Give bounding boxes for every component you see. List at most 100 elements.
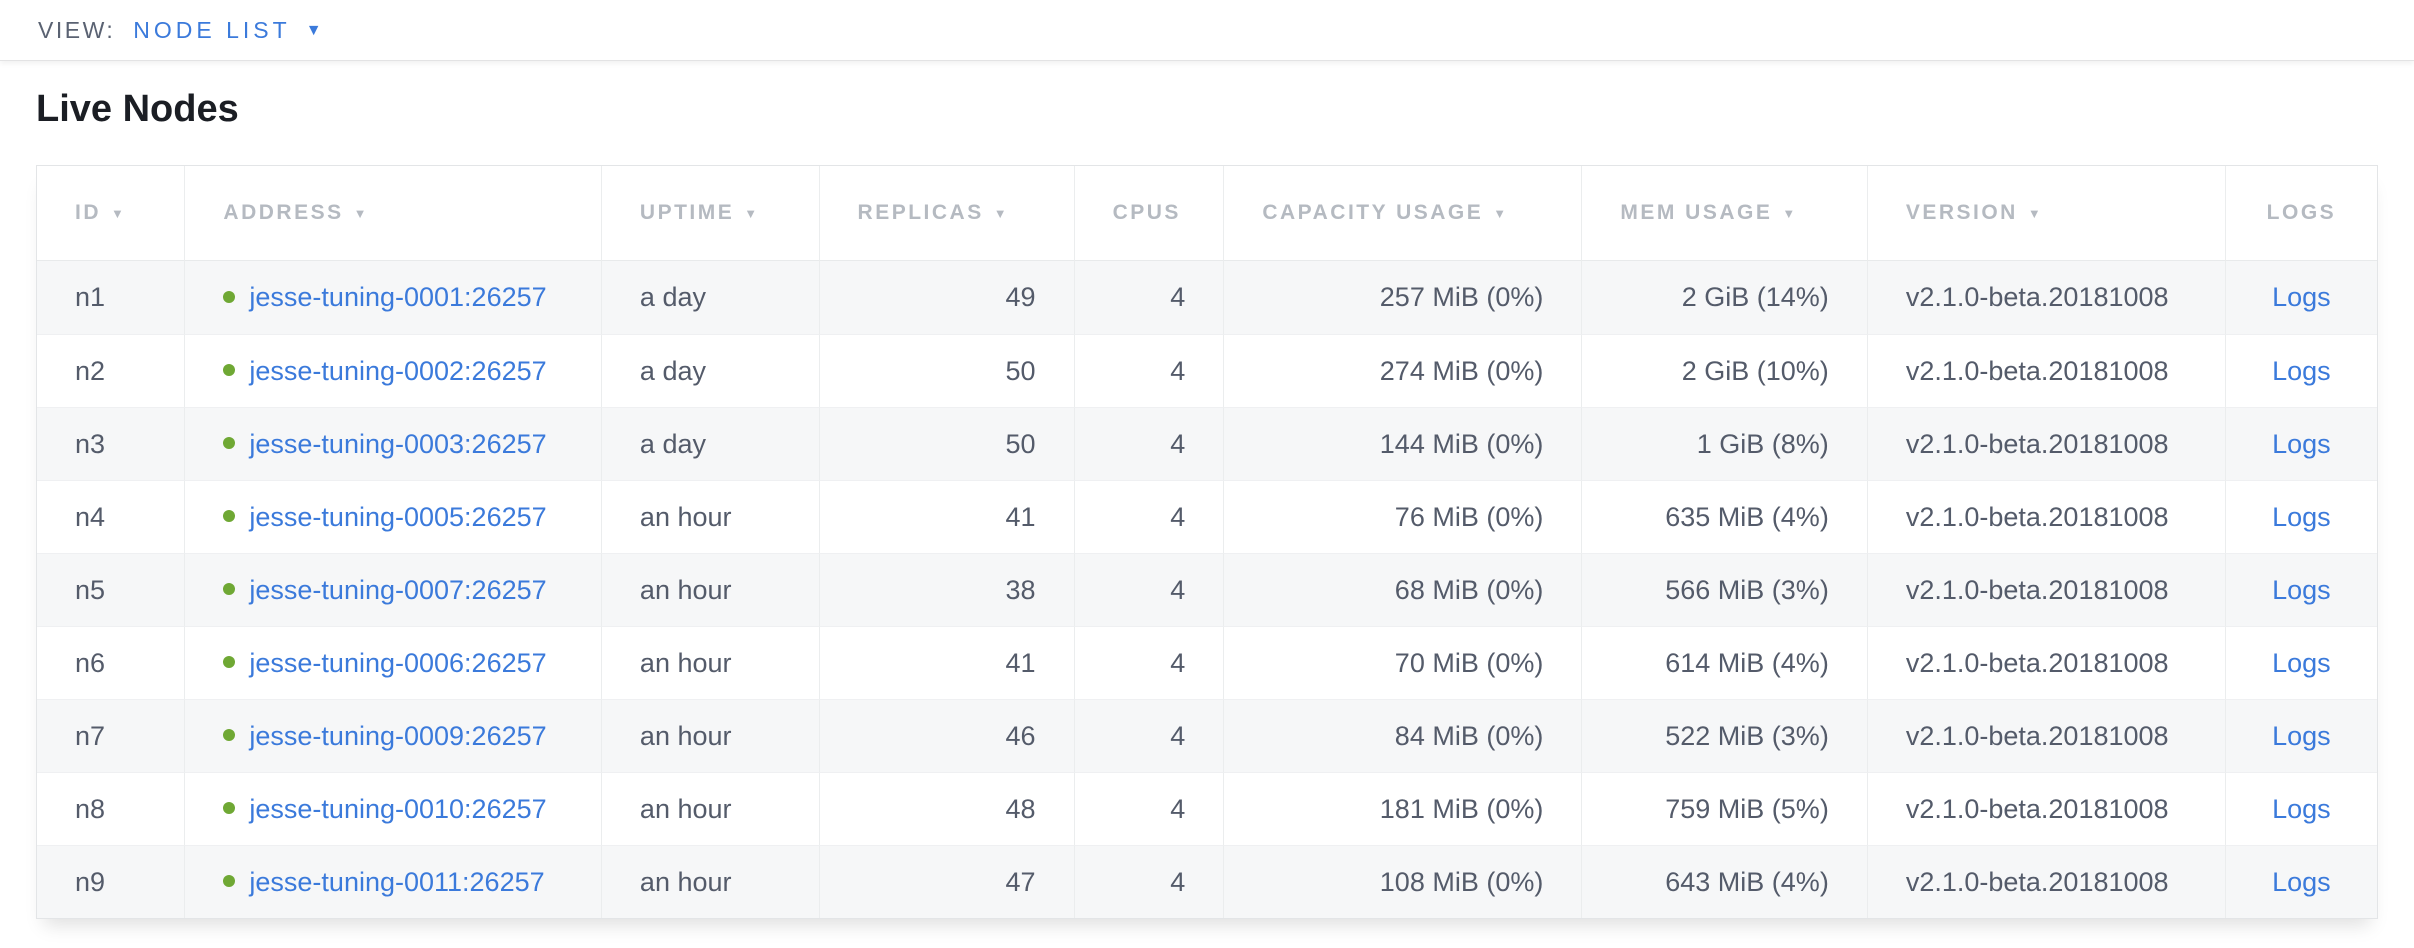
- sort-desc-icon: ▼: [1493, 206, 1509, 221]
- cell-address: jesse-tuning-0007:26257: [184, 553, 601, 626]
- logs-link[interactable]: Logs: [2272, 501, 2331, 532]
- address-link[interactable]: jesse-tuning-0010:26257: [249, 793, 547, 824]
- cell-replicas: 48: [818, 772, 1074, 845]
- logs-link[interactable]: Logs: [2272, 866, 2331, 897]
- cell-capacity_usage: 76 MiB (0%): [1223, 480, 1582, 553]
- cell-cpus: 4: [1073, 480, 1224, 553]
- logs-link[interactable]: Logs: [2272, 720, 2331, 751]
- logs-link[interactable]: Logs: [2272, 355, 2331, 386]
- cell-id: n5: [37, 553, 185, 626]
- cell-version: v2.1.0-beta.20181008: [1866, 626, 2225, 699]
- cell-capacity_usage: 108 MiB (0%): [1223, 845, 1582, 918]
- column-header-address[interactable]: ADDRESS ▼: [184, 166, 601, 261]
- view-selector-value: NODE LIST: [133, 16, 291, 43]
- node-row-n3: n3 jesse-tuning-0003:26257 a day 50 4 144 MiB…: [37, 407, 2377, 480]
- cell-version: v2.1.0-beta.20181008: [1866, 772, 2225, 845]
- node-row-n4: n4 jesse-tuning-0005:26257 an hour 41 4 76 Mi…: [37, 480, 2377, 553]
- address-link[interactable]: jesse-tuning-0005:26257: [249, 501, 547, 532]
- sort-desc-icon: ▼: [993, 206, 1010, 221]
- table-header-row: ID ▼ ADDRESS ▼ UPTIME ▼ REPLICAS ▼ CPUS CAPACITY …: [37, 166, 2377, 261]
- node-live-status-dot: [223, 583, 236, 596]
- node-row-n5: n5 jesse-tuning-0007:26257 an hour 38 4 68 Mi…: [37, 553, 2377, 626]
- caret-down-icon: ▼: [305, 22, 322, 39]
- address-link[interactable]: jesse-tuning-0009:26257: [249, 720, 547, 751]
- cell-uptime: an hour: [600, 480, 819, 553]
- cell-version: v2.1.0-beta.20181008: [1866, 699, 2225, 772]
- cell-cpus: 4: [1073, 553, 1224, 626]
- cell-mem_usage: 2 GiB (10%): [1581, 334, 1867, 407]
- node-row-n9: n9 jesse-tuning-0011:26257 an hour 47 4 108 M…: [37, 845, 2377, 918]
- cell-cpus: 4: [1073, 699, 1224, 772]
- address-link[interactable]: jesse-tuning-0011:26257: [249, 866, 545, 897]
- cell-id: n7: [37, 699, 185, 772]
- column-header-uptime[interactable]: UPTIME ▼: [600, 166, 819, 261]
- cell-id: n9: [37, 845, 185, 918]
- address-link[interactable]: jesse-tuning-0003:26257: [249, 428, 547, 459]
- logs-link[interactable]: Logs: [2272, 574, 2331, 605]
- column-header-id[interactable]: ID ▼: [37, 166, 185, 261]
- cell-id: n3: [37, 407, 185, 480]
- logs-link[interactable]: Logs: [2272, 647, 2331, 678]
- cell-cpus: 4: [1073, 407, 1224, 480]
- cell-mem_usage: 759 MiB (5%): [1581, 772, 1867, 845]
- cell-id: n2: [37, 334, 185, 407]
- cell-address: jesse-tuning-0011:26257: [184, 845, 601, 918]
- column-header-capacity_usage[interactable]: CAPACITY USAGE ▼: [1223, 166, 1582, 261]
- cell-address: jesse-tuning-0006:26257: [184, 626, 601, 699]
- view-label: VIEW:: [38, 16, 116, 43]
- column-label-id: ID: [75, 201, 101, 224]
- cell-uptime: a day: [600, 261, 819, 334]
- cell-version: v2.1.0-beta.20181008: [1866, 407, 2225, 480]
- column-label-capacity_usage: CAPACITY USAGE: [1262, 201, 1484, 224]
- cell-mem_usage: 522 MiB (3%): [1581, 699, 1867, 772]
- cell-uptime: an hour: [600, 626, 819, 699]
- cell-address: jesse-tuning-0009:26257: [184, 699, 601, 772]
- cell-uptime: an hour: [600, 553, 819, 626]
- cell-logs: Logs: [2224, 772, 2377, 845]
- cell-address: jesse-tuning-0001:26257: [184, 261, 601, 334]
- logs-link[interactable]: Logs: [2272, 428, 2331, 459]
- sort-desc-icon: ▼: [353, 206, 369, 221]
- cell-id: n4: [37, 480, 185, 553]
- view-selector-dropdown[interactable]: NODE LIST ▼: [133, 17, 321, 44]
- cell-uptime: a day: [600, 407, 819, 480]
- sort-desc-icon: ▼: [111, 206, 127, 221]
- logs-link[interactable]: Logs: [2272, 793, 2331, 824]
- cell-uptime: an hour: [600, 699, 819, 772]
- cell-capacity_usage: 181 MiB (0%): [1223, 772, 1582, 845]
- node-live-status-dot: [223, 364, 236, 377]
- node-live-status-dot: [223, 510, 236, 523]
- cell-address: jesse-tuning-0005:26257: [184, 480, 601, 553]
- node-live-status-dot: [223, 437, 236, 450]
- column-header-version[interactable]: VERSION ▼: [1866, 166, 2225, 261]
- column-label-replicas: REPLICAS: [857, 201, 984, 224]
- node-row-n7: n7 jesse-tuning-0009:26257 an hour 46 4 84 Mi…: [37, 699, 2377, 772]
- address-link[interactable]: jesse-tuning-0007:26257: [249, 574, 547, 605]
- cell-logs: Logs: [2224, 553, 2377, 626]
- column-header-replicas[interactable]: REPLICAS ▼: [818, 166, 1074, 261]
- address-link[interactable]: jesse-tuning-0001:26257: [249, 282, 547, 312]
- table-body: n1 jesse-tuning-0001:26257 a day 49 4 257 MiB…: [37, 261, 2377, 918]
- cell-address: jesse-tuning-0003:26257: [184, 407, 601, 480]
- cell-uptime: an hour: [600, 845, 819, 918]
- node-live-status-dot: [223, 656, 236, 669]
- cell-uptime: a day: [600, 334, 819, 407]
- column-label-cpus: CPUS: [1112, 201, 1181, 224]
- logs-link[interactable]: Logs: [2272, 282, 2331, 312]
- live-nodes-table: ID ▼ ADDRESS ▼ UPTIME ▼ REPLICAS ▼ CPUS CAPACITY …: [36, 165, 2378, 919]
- cell-version: v2.1.0-beta.20181008: [1866, 480, 2225, 553]
- column-header-mem_usage[interactable]: MEM USAGE ▼: [1581, 166, 1867, 261]
- cell-replicas: 46: [818, 699, 1074, 772]
- cell-replicas: 38: [818, 553, 1074, 626]
- cell-id: n8: [37, 772, 185, 845]
- cell-id: n6: [37, 626, 185, 699]
- cell-version: v2.1.0-beta.20181008: [1866, 261, 2225, 334]
- cell-replicas: 50: [818, 407, 1074, 480]
- cell-id: n1: [75, 282, 106, 312]
- cell-version: v2.1.0-beta.20181008: [1866, 334, 2225, 407]
- cell-logs: Logs: [2224, 480, 2377, 553]
- node-live-status-dot: [223, 802, 236, 815]
- cell-replicas: 50: [818, 334, 1074, 407]
- address-link[interactable]: jesse-tuning-0002:26257: [249, 355, 547, 386]
- address-link[interactable]: jesse-tuning-0006:26257: [249, 647, 547, 678]
